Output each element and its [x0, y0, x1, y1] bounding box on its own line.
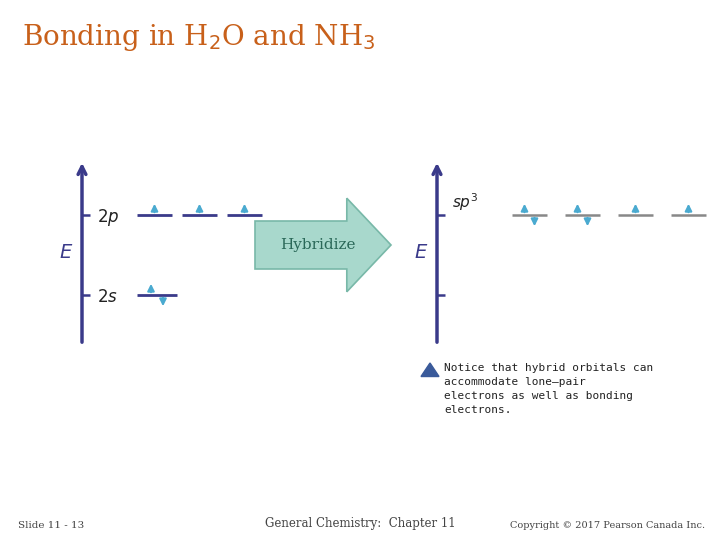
Text: $E$: $E$: [59, 244, 73, 261]
Text: electrons as well as bonding: electrons as well as bonding: [444, 391, 633, 401]
Text: Copyright © 2017 Pearson Canada Inc.: Copyright © 2017 Pearson Canada Inc.: [510, 521, 705, 530]
Text: $sp^3$: $sp^3$: [452, 191, 478, 213]
Text: Bonding in H$_2$O and NH$_3$: Bonding in H$_2$O and NH$_3$: [22, 22, 375, 53]
Text: $2p$: $2p$: [97, 206, 120, 227]
Text: electrons.: electrons.: [444, 405, 511, 415]
Text: $E$: $E$: [414, 244, 428, 261]
Text: General Chemistry:  Chapter 11: General Chemistry: Chapter 11: [265, 517, 455, 530]
Text: accommodate lone–pair: accommodate lone–pair: [444, 377, 586, 387]
Polygon shape: [421, 363, 439, 376]
Text: Notice that hybrid orbitals can: Notice that hybrid orbitals can: [444, 363, 653, 373]
Polygon shape: [255, 198, 391, 292]
Text: Slide 11 - 13: Slide 11 - 13: [18, 521, 84, 530]
Text: $2s$: $2s$: [97, 288, 118, 306]
Text: Hybridize: Hybridize: [280, 238, 356, 252]
